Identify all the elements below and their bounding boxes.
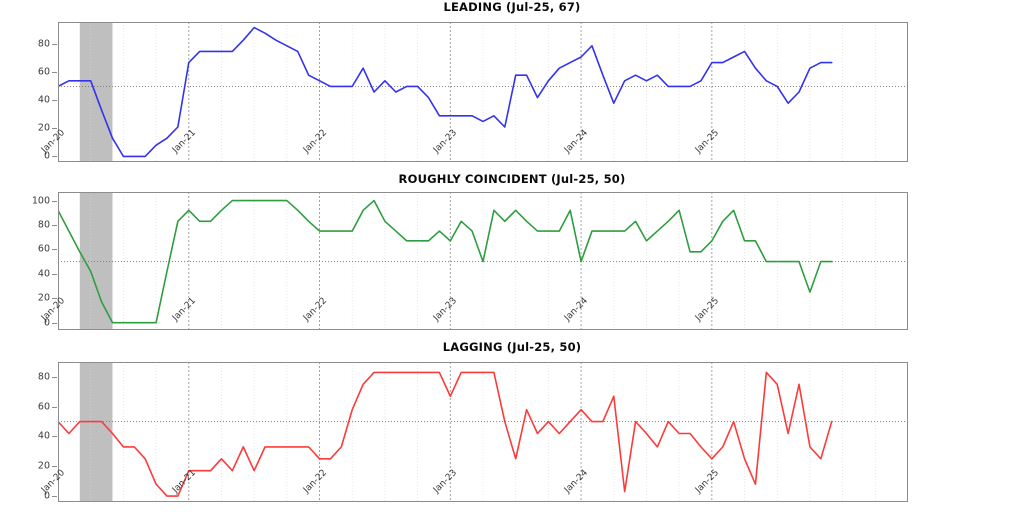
chart-svg-roughly_coincident (58, 192, 908, 330)
y-tick-label: 80 (37, 219, 50, 231)
panel-leading: LEADING (Jul-25, 67) 0 20 40 60 80 Jan-20 Jan… (0, 0, 1024, 172)
recession-band (79, 22, 113, 162)
y-tick-label: 60 (37, 243, 50, 255)
y-tick-label: 0 (43, 317, 50, 329)
y-tick-label: 60 (37, 401, 50, 413)
y-tick-label: 100 (31, 195, 50, 207)
y-tick-label: 80 (37, 371, 50, 383)
y-tick-mark (52, 44, 57, 46)
y-tick-mark (52, 156, 57, 158)
y-tick-label: 20 (37, 292, 50, 304)
y-tick-label: 80 (37, 38, 50, 50)
y-tick-mark (52, 496, 57, 498)
y-axis-lagging: 0 20 40 60 80 (0, 340, 58, 516)
panel-roughly-coincident: ROUGHLY COINCIDENT (Jul-25, 50) 0 20 40 60 8… (0, 172, 1024, 340)
y-tick-mark (52, 128, 57, 130)
plot-area-leading (58, 22, 908, 162)
y-tick-mark (52, 322, 57, 324)
y-tick-label: 0 (43, 490, 50, 502)
plot-border (58, 192, 908, 330)
y-tick-label: 0 (43, 150, 50, 162)
y-axis-roughly-coincident: 0 20 40 60 80 100 (0, 172, 58, 340)
chart-svg-leading (58, 22, 908, 162)
y-tick-mark (52, 200, 57, 202)
y-tick-label: 40 (37, 94, 50, 106)
y-tick-label: 20 (37, 122, 50, 134)
y-tick-mark (52, 298, 57, 300)
y-tick-mark (52, 273, 57, 275)
y-tick-mark (52, 100, 57, 102)
panel-title-roughly-coincident: ROUGHLY COINCIDENT (Jul-25, 50) (398, 172, 626, 186)
y-tick-label: 20 (37, 460, 50, 472)
panel-title-leading: LEADING (Jul-25, 67) (443, 0, 581, 14)
y-tick-mark (52, 249, 57, 251)
y-tick-mark (52, 466, 57, 468)
y-tick-mark (52, 224, 57, 226)
chart-svg-lagging (58, 362, 908, 502)
y-axis-leading: 0 20 40 60 80 (0, 0, 58, 172)
plot-border (58, 362, 908, 502)
panel-title-lagging: LAGGING (Jul-25, 50) (442, 340, 582, 354)
data-line-leading (58, 26, 833, 158)
y-tick-label: 60 (37, 66, 50, 78)
data-line-lagging (58, 371, 833, 497)
y-tick-mark (52, 376, 57, 378)
data-line-roughly_coincident (58, 199, 833, 324)
y-tick-mark (52, 436, 57, 438)
plot-area-lagging (58, 362, 908, 502)
plot-area-roughly-coincident (58, 192, 908, 330)
recession-band (79, 362, 113, 502)
panel-lagging: LAGGING (Jul-25, 50) 0 20 40 60 80 Jan-20 Jan… (0, 340, 1024, 516)
y-tick-label: 40 (37, 430, 50, 442)
y-tick-label: 40 (37, 268, 50, 280)
y-tick-mark (52, 406, 57, 408)
plot-border (58, 22, 908, 162)
y-tick-mark (52, 72, 57, 74)
